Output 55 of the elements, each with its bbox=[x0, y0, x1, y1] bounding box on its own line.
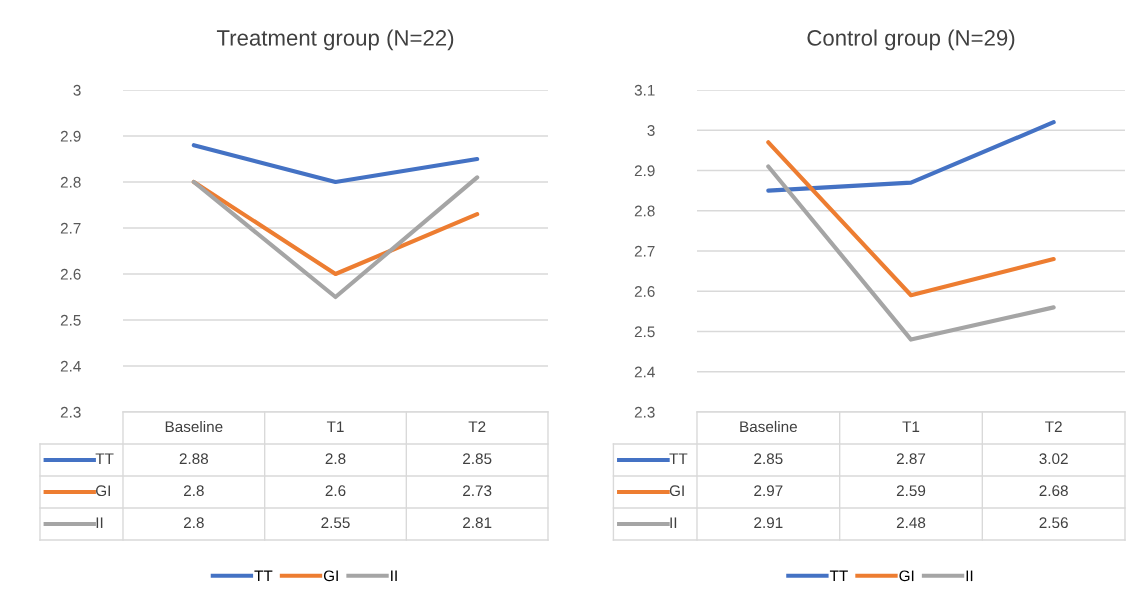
text: II bbox=[966, 570, 973, 582]
y-tick-label: 2.9 bbox=[60, 130, 81, 142]
data-label: 3.02 bbox=[1039, 453, 1068, 465]
category-label: T2 bbox=[468, 421, 486, 432]
text: TT bbox=[829, 570, 848, 582]
y-tick-label: 2.3 bbox=[634, 406, 655, 418]
data-label: 2.81 bbox=[463, 517, 492, 529]
category-label: T1 bbox=[902, 421, 920, 432]
data-label: 2.97 bbox=[754, 485, 783, 497]
category-label: Baseline bbox=[740, 420, 797, 433]
y-tick-label: 2.4 bbox=[60, 360, 81, 372]
y-tick-label: 2.6 bbox=[60, 268, 81, 280]
y-tick-label: 2.7 bbox=[60, 222, 81, 234]
legend-label: TT bbox=[669, 453, 688, 464]
y-tick-label: 2.8 bbox=[634, 205, 655, 217]
data-label: 2.6 bbox=[325, 485, 346, 497]
y-tick-label: 2.5 bbox=[634, 326, 655, 338]
data-label: 2.8 bbox=[183, 517, 204, 529]
category-label: T2 bbox=[1045, 421, 1062, 432]
legend-label: TT bbox=[95, 453, 114, 464]
data-label: 2.8 bbox=[325, 453, 346, 465]
text: II bbox=[391, 570, 397, 582]
data-label: 2.91 bbox=[754, 517, 783, 529]
text: GI bbox=[899, 570, 914, 582]
chart-title: Treatment group (N=22) bbox=[216, 29, 454, 51]
y-tick-label: 3.1 bbox=[634, 84, 655, 96]
chart-title: Control group (N=29) bbox=[807, 29, 1015, 51]
y-tick-label: 2.9 bbox=[634, 165, 655, 177]
data-label: 2.8 bbox=[183, 485, 204, 497]
y-tick-label: 3 bbox=[647, 125, 655, 136]
data-label: 2.68 bbox=[1039, 485, 1068, 497]
data-label: 2.55 bbox=[321, 517, 350, 529]
y-tick-label: 2.7 bbox=[634, 245, 655, 257]
text: GI bbox=[323, 570, 338, 582]
y-tick-label: 2.8 bbox=[60, 176, 81, 188]
data-label: 2.56 bbox=[1039, 517, 1068, 529]
y-tick-label: 2.5 bbox=[60, 314, 81, 326]
data-label: 2.73 bbox=[463, 485, 492, 497]
data-label: 2.88 bbox=[179, 453, 209, 465]
data-label: 2.85 bbox=[463, 453, 492, 465]
data-label: 2.59 bbox=[896, 485, 926, 497]
data-label: 2.87 bbox=[896, 453, 926, 465]
legend-label: GI bbox=[96, 485, 110, 497]
y-tick-label: 2.3 bbox=[60, 406, 81, 418]
y-tick-label: 3 bbox=[73, 84, 81, 96]
legend-label: II bbox=[670, 517, 677, 528]
category-label: T1 bbox=[326, 421, 344, 432]
data-label: 2.85 bbox=[754, 453, 783, 465]
y-tick-label: 2.4 bbox=[634, 366, 655, 378]
y-tick-label: 2.6 bbox=[634, 286, 655, 297]
category-label: Baseline bbox=[165, 420, 223, 433]
data-label: 2.48 bbox=[896, 517, 926, 529]
text: TT bbox=[254, 570, 273, 582]
legend-label: II bbox=[96, 517, 103, 528]
legend-label: GI bbox=[669, 485, 684, 497]
